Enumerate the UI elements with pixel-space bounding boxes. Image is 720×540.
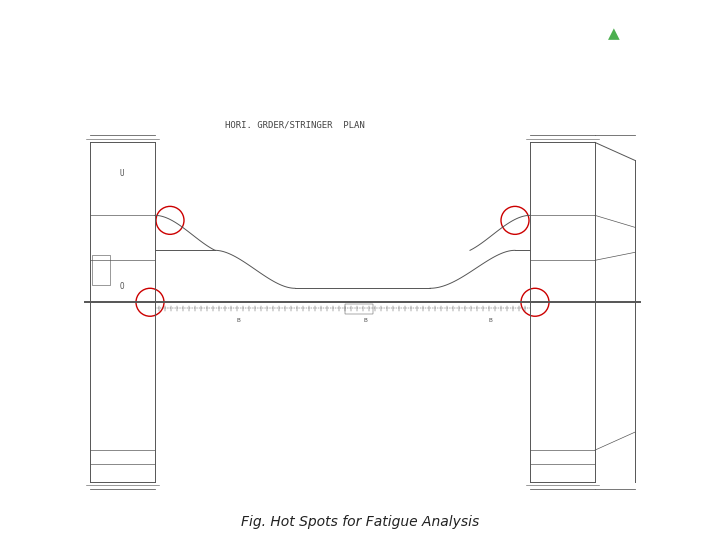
Text: B: B — [363, 318, 367, 323]
Text: ▲: ▲ — [608, 26, 620, 42]
Text: HORI. GRDER/STRINGER  PLAN: HORI. GRDER/STRINGER PLAN — [225, 121, 365, 130]
Text: O: O — [120, 282, 125, 291]
Text: Fig. Hot Spots for Fatigue Analysis: Fig. Hot Spots for Fatigue Analysis — [241, 515, 479, 529]
Text: HEAVY INDUSTRIES: HEAVY INDUSTRIES — [623, 62, 696, 70]
Text: 3.  Extended  Scope  of  FE: 3. Extended Scope of FE — [16, 10, 356, 30]
Text: B: B — [236, 318, 240, 323]
Text: HYUNDAI: HYUNDAI — [623, 26, 695, 40]
Text: Analysis: Analysis — [16, 52, 117, 72]
Text: B: B — [488, 318, 492, 323]
Bar — [92, 255, 110, 285]
Text: U: U — [120, 170, 125, 178]
Bar — [345, 304, 373, 314]
